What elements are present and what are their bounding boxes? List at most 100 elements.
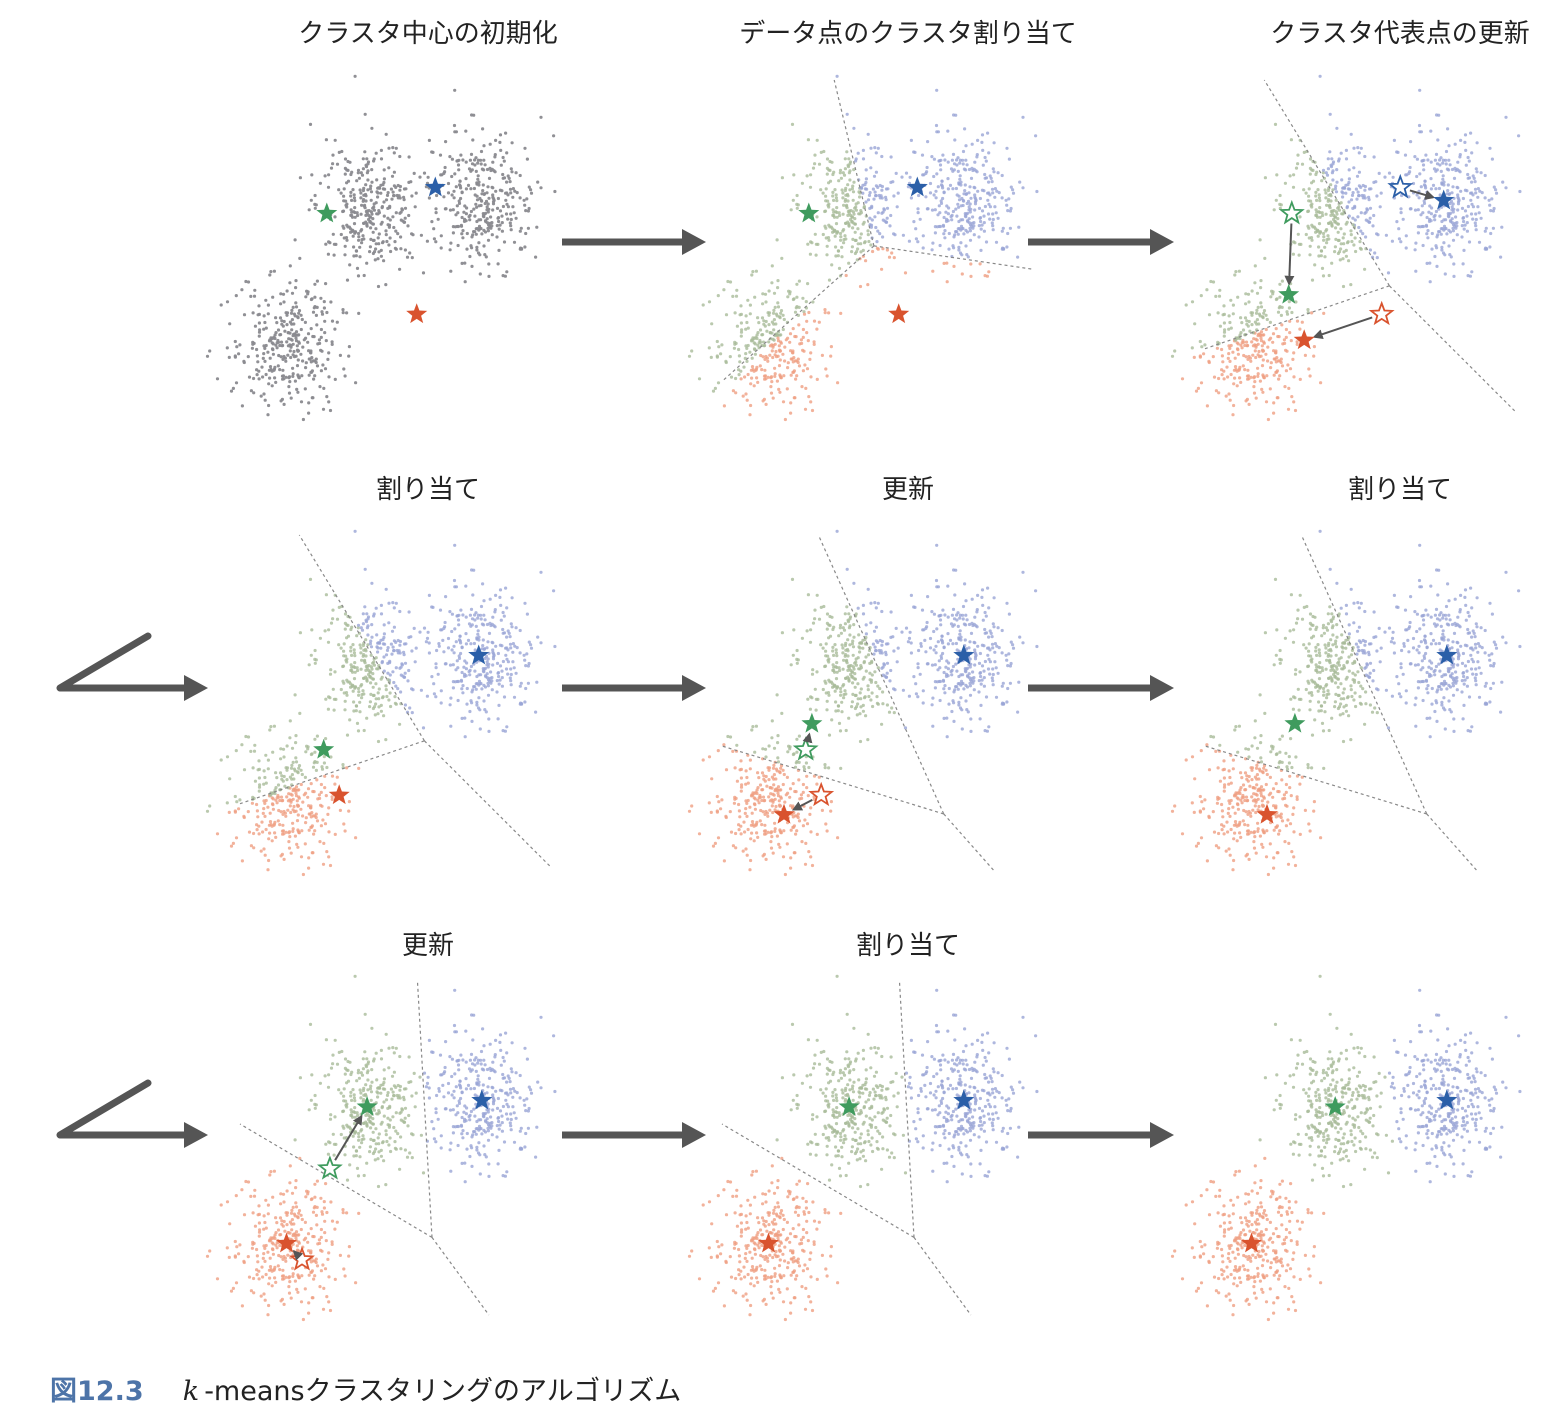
data-point — [1289, 339, 1293, 343]
data-point — [1005, 203, 1009, 207]
data-point — [285, 744, 289, 748]
data-point — [799, 338, 804, 342]
data-point — [961, 613, 965, 617]
data-point — [432, 237, 436, 241]
data-point — [955, 158, 959, 162]
data-point — [483, 685, 488, 689]
data-point — [726, 279, 730, 284]
data-point — [1341, 257, 1345, 261]
data-point — [436, 217, 440, 221]
data-point — [476, 629, 480, 633]
data-point — [834, 245, 838, 249]
data-point — [846, 213, 850, 217]
data-point — [1396, 150, 1400, 154]
data-point — [513, 644, 517, 648]
data-point — [339, 646, 343, 650]
data-point — [795, 374, 799, 378]
data-point — [342, 681, 346, 685]
data-point — [1321, 231, 1326, 236]
data-point — [281, 374, 286, 378]
data-point — [460, 261, 464, 265]
data-point — [1475, 170, 1479, 174]
data-point — [746, 326, 750, 330]
data-point — [297, 795, 301, 799]
data-point — [460, 232, 464, 236]
data-point — [821, 687, 825, 692]
data-point — [1435, 246, 1439, 250]
data-point — [303, 775, 307, 780]
data-point — [964, 244, 968, 248]
data-point — [287, 375, 292, 379]
data-point — [767, 340, 771, 344]
data-point — [491, 615, 495, 619]
data-point — [995, 189, 999, 193]
data-point — [469, 607, 474, 612]
data-point — [229, 389, 234, 393]
data-point — [439, 234, 443, 238]
data-point — [284, 830, 288, 834]
data-point — [1373, 251, 1377, 255]
data-point — [928, 646, 933, 650]
data-point — [851, 692, 855, 697]
data-point — [773, 366, 777, 370]
data-point — [327, 400, 331, 404]
data-point — [479, 218, 483, 222]
data-point — [754, 724, 759, 728]
data-point — [823, 766, 827, 770]
data-point — [1426, 158, 1430, 162]
data-point — [861, 603, 866, 608]
data-point — [1222, 304, 1226, 308]
data-point — [474, 202, 478, 206]
data-point — [782, 374, 786, 378]
data-point — [946, 674, 950, 678]
data-point — [1457, 198, 1461, 202]
data-point — [494, 593, 498, 598]
data-point — [368, 642, 372, 646]
data-point — [957, 205, 961, 209]
data-point — [776, 760, 781, 764]
data-point — [394, 146, 398, 150]
data-point — [863, 695, 867, 699]
data-point — [791, 782, 795, 786]
data-point — [260, 365, 264, 369]
data-point — [288, 804, 292, 808]
data-point — [946, 129, 950, 133]
data-point — [326, 707, 330, 711]
data-point — [1292, 351, 1296, 355]
data-point — [907, 239, 912, 243]
data-point — [1352, 146, 1356, 150]
data-point — [945, 716, 949, 720]
data-point — [823, 209, 828, 213]
data-point — [857, 212, 861, 216]
data-point — [881, 218, 885, 222]
data-point — [450, 193, 454, 197]
data-point — [431, 150, 435, 154]
data-point — [511, 187, 515, 191]
data-point — [300, 829, 304, 833]
data-point — [778, 390, 782, 394]
data-point — [1265, 317, 1269, 322]
data-point — [264, 753, 268, 757]
data-point — [1437, 186, 1441, 191]
data-point — [1363, 188, 1367, 192]
data-point — [856, 606, 860, 610]
data-point — [810, 672, 815, 676]
panel-4 — [205, 529, 557, 877]
data-point — [326, 812, 330, 817]
data-point — [460, 716, 464, 721]
data-point — [881, 235, 885, 239]
data-point — [864, 714, 868, 718]
data-point — [274, 343, 278, 347]
data-point — [1451, 229, 1455, 233]
data-point — [279, 757, 283, 761]
data-point — [311, 789, 315, 794]
data-point — [249, 749, 253, 754]
data-point — [1246, 377, 1250, 381]
data-point — [901, 233, 906, 237]
data-point — [791, 653, 795, 657]
data-point — [475, 198, 480, 202]
data-point — [887, 255, 892, 259]
data-point — [774, 349, 778, 354]
data-point — [739, 304, 743, 308]
data-point — [343, 157, 348, 161]
